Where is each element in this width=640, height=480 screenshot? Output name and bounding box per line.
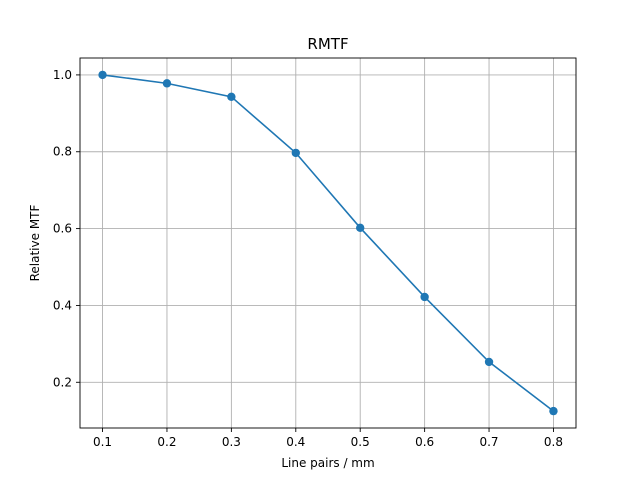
y-tick-label: 0.6 <box>53 222 72 236</box>
data-point <box>549 406 558 416</box>
y-tick-label: 0.8 <box>53 145 72 159</box>
x-tick-label: 0.3 <box>222 435 241 449</box>
data-point <box>162 79 172 88</box>
plot-frame <box>79 57 577 429</box>
y-tick-label: 1.0 <box>53 68 72 82</box>
data-point <box>98 70 107 80</box>
axis-ticks: 0.1 0.2 0.3 0.4 0.5 0.6 0.7 0.8 0.2 0.4 0.6 0.8 1.0 <box>53 68 563 449</box>
x-tick-label: 0.8 <box>544 435 563 449</box>
x-tick-label: 0.1 <box>93 435 112 449</box>
data-point <box>227 92 236 102</box>
y-tick-label: 0.2 <box>53 375 72 389</box>
x-tick-label: 0.6 <box>415 435 434 449</box>
data-point <box>420 292 429 302</box>
series-line <box>102 74 554 412</box>
x-axis-label: Line pairs / mm <box>281 456 374 470</box>
data-point <box>356 223 365 233</box>
x-tick-label: 0.5 <box>351 435 370 449</box>
grid <box>80 58 576 428</box>
x-tick-label: 0.4 <box>286 435 305 449</box>
chart-title: RMTF <box>307 35 348 53</box>
y-tick-label: 0.4 <box>53 298 72 312</box>
y-axis-label: Relative MTF <box>28 205 42 282</box>
x-tick-label: 0.2 <box>157 435 176 449</box>
data-point <box>291 148 300 158</box>
data-point <box>484 357 494 367</box>
data-series <box>98 70 558 416</box>
x-tick-label: 0.7 <box>479 435 498 449</box>
